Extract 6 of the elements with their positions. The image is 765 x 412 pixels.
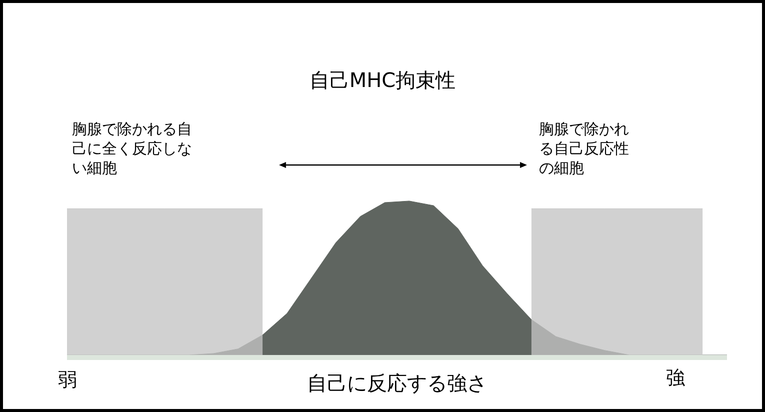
x-axis-title: 自己に反応する強さ xyxy=(307,370,487,395)
text: 強 xyxy=(666,367,685,389)
text: 弱 xyxy=(58,369,77,391)
text: 胸腺で除かれる自己に全く反応しない細胞 xyxy=(72,120,192,177)
text: 胸腺で除かれる自己反応性の細胞 xyxy=(539,120,629,177)
chart-title: 自己MHC拘束性 xyxy=(309,68,456,92)
